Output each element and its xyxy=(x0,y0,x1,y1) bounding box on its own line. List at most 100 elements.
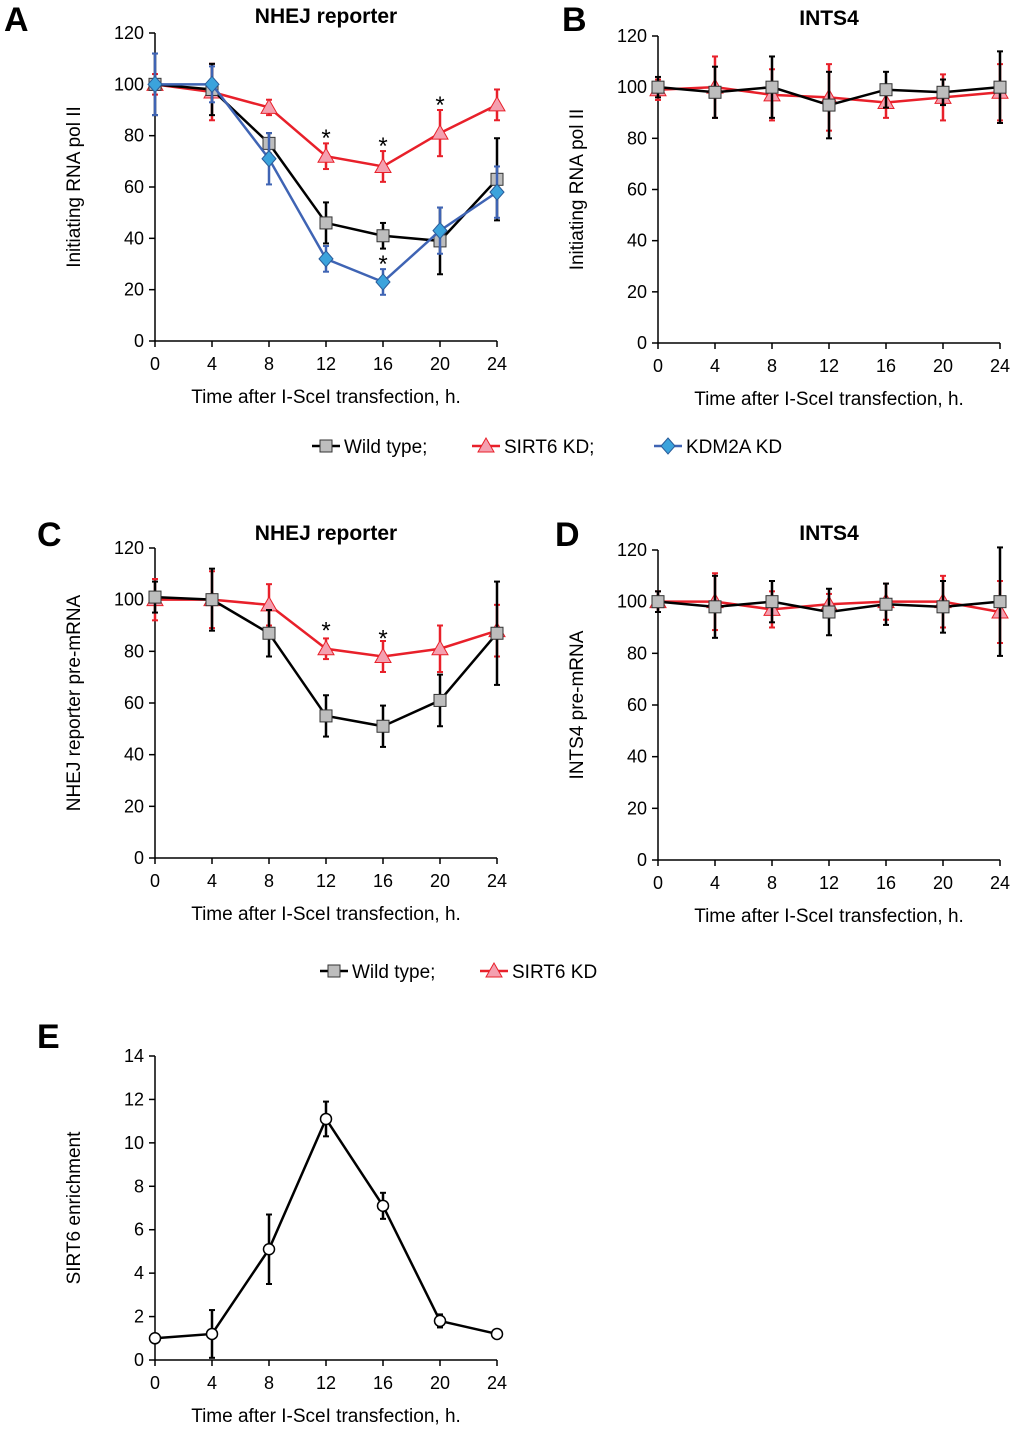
y-axis-label: SIRT6 enrichment xyxy=(64,1131,85,1284)
panel-c: C NHEJ reporter 0 20 40 60 80 100 120 0 4 8 12 16 20 24… xyxy=(37,516,507,925)
y-tick-label: 60 xyxy=(124,177,144,197)
x-axis-label: Time after I-SceI transfection, h. xyxy=(694,389,964,410)
data-point xyxy=(489,183,505,201)
y-axis-label: INTS4 pre-mRNA xyxy=(567,630,588,779)
panel-letter: B xyxy=(562,1,587,39)
data-point xyxy=(317,147,335,163)
legend-item: KDM2A KD xyxy=(654,437,782,458)
data-point xyxy=(765,80,779,94)
x-tick-label: 12 xyxy=(316,1373,336,1393)
y-tick-label: 120 xyxy=(114,538,144,558)
series-wild-type xyxy=(148,567,504,748)
legend-marker xyxy=(485,961,503,978)
x-tick-label: 0 xyxy=(150,871,160,891)
legend-item: SIRT6 KD; xyxy=(472,436,594,458)
x-axis-label: Time after I-SceI transfection, h. xyxy=(191,904,461,925)
data-point xyxy=(319,1112,333,1126)
data-point xyxy=(262,626,276,640)
chart-title: NHEJ reporter xyxy=(255,5,397,28)
data-point xyxy=(936,85,950,99)
x-tick-label: 20 xyxy=(933,873,953,893)
x-tick-label: 8 xyxy=(767,356,777,376)
data-point xyxy=(148,1332,162,1345)
x-tick-label: 8 xyxy=(264,1373,274,1393)
x-tick-label: 0 xyxy=(653,356,663,376)
y-tick-label: 14 xyxy=(124,1046,144,1066)
y-axis-label: Initiating RNA pol II xyxy=(567,109,588,271)
y-tick-label: 40 xyxy=(124,228,144,248)
y-tick-label: 20 xyxy=(124,796,144,816)
chart-title: NHEJ reporter xyxy=(255,522,397,545)
data-point xyxy=(488,95,506,112)
y-tick-label: 20 xyxy=(627,798,647,818)
legend-marker xyxy=(660,437,676,455)
x-axis-label: Time after I-SceI transfection, h. xyxy=(191,387,461,408)
x-tick-label: 20 xyxy=(933,356,953,376)
x-tick-label: 16 xyxy=(876,873,896,893)
data-point xyxy=(879,83,893,97)
data-point xyxy=(993,595,1007,609)
significance-star: * xyxy=(378,251,387,278)
x-tick-label: 24 xyxy=(487,871,507,891)
x-tick-label: 12 xyxy=(819,873,839,893)
panel-d: D INTS4 0 20 40 60 80 100 120 0 4 8 12 16 20 24 Time aft… xyxy=(555,516,1010,927)
data-point xyxy=(651,80,665,94)
y-tick-label: 100 xyxy=(114,74,144,94)
chart-title: INTS4 xyxy=(799,7,859,30)
data-point xyxy=(204,75,220,94)
x-tick-label: 20 xyxy=(430,871,450,891)
y-axis-label: NHEJ reporter pre-mRNA xyxy=(64,594,85,811)
data-point xyxy=(205,1327,219,1341)
x-tick-label: 4 xyxy=(710,356,720,376)
y-tick-label: 6 xyxy=(134,1220,144,1240)
significance-star: * xyxy=(435,92,444,119)
series-wild-type xyxy=(651,50,1007,140)
x-tick-label: 16 xyxy=(876,356,896,376)
x-tick-label: 0 xyxy=(653,873,663,893)
data-point xyxy=(205,593,219,607)
significance-star: * xyxy=(378,625,387,652)
x-tick-label: 8 xyxy=(264,354,274,374)
series-line xyxy=(154,1116,498,1340)
data-point xyxy=(822,605,836,619)
data-point xyxy=(261,150,277,168)
y-axis-label: Initiating RNA pol II xyxy=(64,106,85,268)
x-tick-label: 20 xyxy=(430,1373,450,1393)
x-tick-label: 24 xyxy=(487,354,507,374)
y-tick-label: 80 xyxy=(627,643,647,663)
y-tick-label: 0 xyxy=(637,333,647,353)
x-tick-label: 16 xyxy=(373,354,393,374)
data-point xyxy=(317,639,335,656)
x-tick-label: 24 xyxy=(487,1373,507,1393)
y-tick-label: 120 xyxy=(617,540,647,560)
x-tick-label: 0 xyxy=(150,1373,160,1393)
chart-title: INTS4 xyxy=(799,522,859,545)
y-tick-label: 60 xyxy=(627,695,647,715)
legend-marker xyxy=(327,964,341,978)
significance-star: * xyxy=(378,133,387,160)
x-axis-label: Time after I-SceI transfection, h. xyxy=(694,906,964,927)
x-tick-label: 12 xyxy=(316,354,336,374)
x-tick-label: 4 xyxy=(207,354,217,374)
y-tick-label: 60 xyxy=(627,180,647,200)
panel-letter: A xyxy=(4,1,29,39)
data-point xyxy=(260,98,278,114)
legend-label: Wild type; xyxy=(352,962,435,983)
data-point xyxy=(319,709,333,723)
data-point xyxy=(147,75,163,94)
data-point xyxy=(376,229,390,243)
significance-star: * xyxy=(321,618,330,645)
data-point xyxy=(148,590,162,604)
data-point xyxy=(765,595,779,609)
y-tick-label: 100 xyxy=(617,77,647,97)
data-point xyxy=(993,80,1007,94)
legend-marker xyxy=(319,439,333,453)
panel-letter: C xyxy=(37,516,62,554)
y-tick-label: 4 xyxy=(134,1263,144,1283)
data-point xyxy=(490,1327,504,1341)
data-point xyxy=(490,626,504,640)
data-point xyxy=(708,85,722,99)
x-tick-label: 24 xyxy=(990,356,1010,376)
